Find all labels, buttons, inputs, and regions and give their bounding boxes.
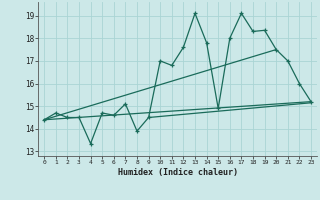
X-axis label: Humidex (Indice chaleur): Humidex (Indice chaleur) <box>118 168 238 177</box>
